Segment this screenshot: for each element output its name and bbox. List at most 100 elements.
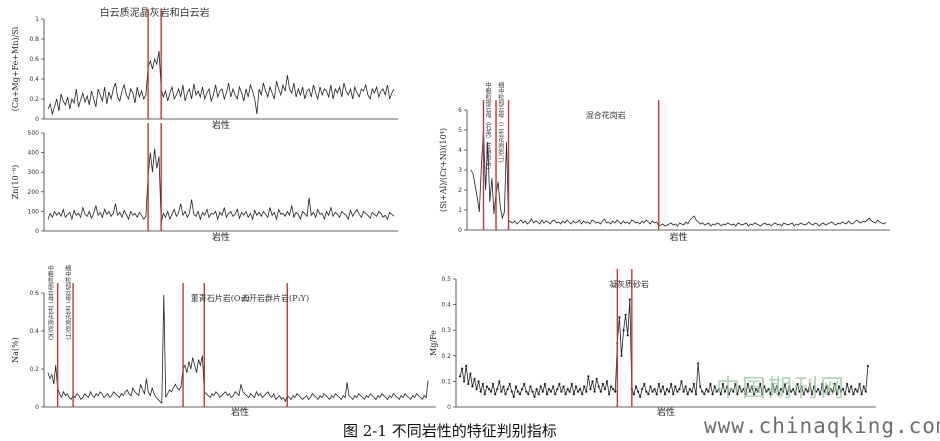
chart-5-data-point [761,393,764,396]
chart-5-data-point [632,393,636,396]
chart-5-data-point [487,388,491,391]
chart-5-data-point [668,390,671,393]
chart-5-data-point [649,385,652,388]
chart-5-data-point [599,390,602,393]
chart-5-data-point [663,393,667,396]
chart-4-unit-label: 云开岩群片岩(P₁Y) [241,293,309,303]
chart-5-data-point [831,390,834,393]
chart-5-data-point [678,388,681,391]
chart-5-data-point [483,393,486,396]
chart-3-y-tick-label: 5 [458,127,462,134]
chart-5-y-tick-label: 0.5 [441,276,451,283]
chart-5-data-point [699,385,702,388]
chart-5-data-point [781,390,785,393]
chart-5-data-point [637,390,640,393]
chart-5-data-point [804,388,807,391]
chart-5-data-point [750,385,754,388]
chart-5-data-point [645,390,648,393]
chart-5-data-point [463,380,466,383]
chart-5-data-point [688,388,691,391]
chart-5-data-point [833,382,836,386]
chart-5-data-point [854,388,857,391]
chart-5-y-tick-label: 0.3 [441,327,451,334]
chart-5-data-point [639,395,642,398]
chart-5-data-point [496,388,499,391]
chart-5-data-point [682,390,685,393]
chart-5-data-point [655,393,658,396]
chart-5-data-point [572,393,576,396]
chart-5-data-point [730,388,733,391]
chart-2-y-tick-label: 500 [28,130,40,137]
chart-5-data-point [719,393,723,396]
chart-5-data-point [467,382,470,386]
chart-5-data-point [504,393,507,396]
chart-5-data-point [866,364,870,368]
chart-5-data-point [680,380,683,383]
chart-5-data-point [839,390,843,393]
chart-2-series-line [47,148,395,224]
chart-3-y-tick-label: 4 [458,147,462,154]
chart-5-y-tick-label: 0.1 [441,378,451,385]
chart-5-data-point [521,388,524,391]
chart-5-data-point [806,390,809,393]
chart-5-data-point [608,393,611,396]
chart-5-data-point [759,382,762,386]
chart-5-data-point [525,390,528,393]
chart-5-data-point [692,382,696,386]
chart-5-data-point [647,393,650,396]
chart-5-data-point [556,388,559,391]
chart-5-data-point [589,388,592,391]
figure-panels: 0 0.2 0.4 0.6 0.8 1 (Ca+Mg+Fe+Mn)/Si 岩性 白云质泥晶灰岩和… [11,6,890,418]
chart-5-data-point [643,382,646,386]
chart-5-data-point [558,382,561,386]
chart-5-data-point [465,364,468,368]
chart-5-data-point [475,388,478,391]
chart-5-data-point [827,393,830,396]
chart-5-data-point [531,390,534,393]
chart-3-unit-label: 混合花岗岩 [586,110,626,120]
chart-5-data-point [821,382,824,386]
chart-5-data-point [837,385,841,388]
chart-5-data-point [545,393,549,396]
chart-5-data-point [512,395,515,398]
chart-5-data-point [641,388,644,391]
chart-5-data-point [659,390,662,393]
chart-5-data-point [494,393,497,396]
chart-5-data-point [856,390,859,393]
chart-1-y-tick-label: 0.2 [29,96,39,103]
chart-5-data-point [713,385,716,388]
chart-5-data-point [628,298,631,301]
chart-5-data-point [734,382,737,386]
chart-5-data-point [746,382,749,386]
chart-5-data-point [554,393,557,396]
chart-5-data-point [533,395,536,398]
chart-5-data-point [717,388,720,391]
chart-5-data-point [858,382,861,386]
chart-5-data-point [550,390,553,393]
chart-5-y-tick-label: 0.2 [441,353,451,360]
chart-5-data-point [800,385,803,388]
chart-5-data-point [601,382,605,386]
chart-4-y-tick-label: 0 [35,404,39,411]
chart-3-unit-label: 中粗粒部云母（石英）片麻岩(K) [484,81,491,169]
chart-5-data-point [587,375,590,378]
chart-5-data-point [564,393,567,396]
chart-5-data-point [852,393,855,396]
chart-4-unit-label: 细中粒部云母二长花岗岩(T) [64,264,71,339]
chart-5-data-point [771,382,774,386]
chart-5-data-point [796,382,799,386]
chart-5-data-point [614,390,617,393]
chart-5-data-point [574,385,578,388]
chart-5-data-point [537,393,540,396]
chart-5-data-point [620,354,623,357]
chart-5-data-point [529,385,532,388]
chart-5-data-point [670,382,673,386]
chart-5-data-point [686,393,689,396]
chart-5-data-point [473,377,476,380]
chart-5-data-point [815,390,818,393]
chart-4-y-tick-label: 0.2 [29,366,39,373]
chart-5-data-point [583,385,586,388]
chart-5-data-point [711,393,714,396]
chart-5-data-point [566,388,569,391]
chart-5-data-point [790,390,793,393]
